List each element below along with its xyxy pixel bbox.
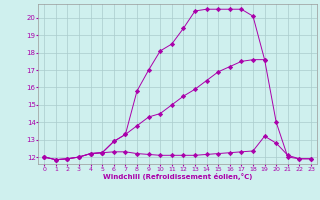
X-axis label: Windchill (Refroidissement éolien,°C): Windchill (Refroidissement éolien,°C) bbox=[103, 173, 252, 180]
